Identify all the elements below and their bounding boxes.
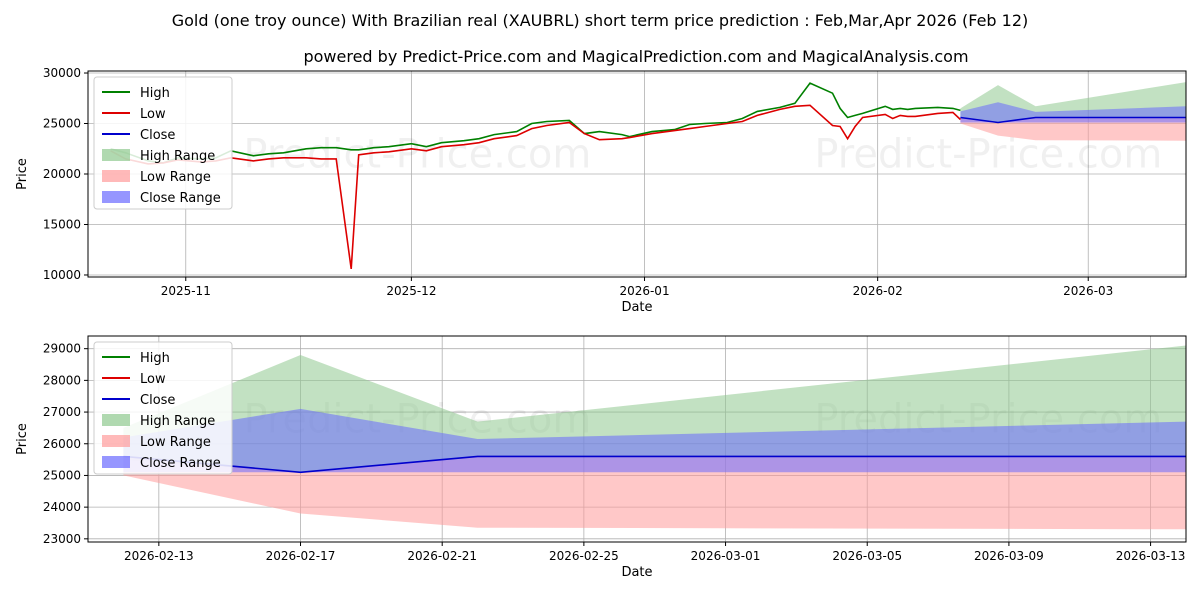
top-legend-label: Low: [140, 107, 166, 122]
top-panel: Predict-Price.com Predict-Price.com2025-1…: [15, 66, 1187, 315]
top-y-axis-label: Price: [15, 158, 30, 190]
top-y-tick-label: 30000: [43, 66, 81, 80]
bottom-legend-label: Low Range: [140, 435, 211, 450]
bottom-x-tick-label: 2026-03-05: [832, 549, 902, 563]
top-y-tick-label: 10000: [43, 268, 81, 282]
bottom-x-tick-label: 2026-02-21: [407, 549, 477, 563]
top-legend-label: Low Range: [140, 170, 211, 185]
top-x-tick-label: 2025-11: [161, 284, 211, 298]
top-legend-label: Close: [140, 128, 175, 143]
chart-subtitle: powered by Predict-Price.com and Magical…: [303, 47, 968, 66]
bottom-legend-swatch: [102, 414, 130, 426]
top-close-line: [960, 116, 1186, 124]
top-x-tick-label: 2025-12: [386, 284, 436, 298]
bottom-y-tick-label: 25000: [43, 468, 81, 482]
bottom-legend-label: Low: [140, 372, 166, 387]
top-x-tick-label: 2026-02: [853, 284, 903, 298]
top-x-tick-label: 2026-03: [1063, 284, 1113, 298]
chart-title: Gold (one troy ounce) With Brazilian rea…: [172, 11, 1029, 30]
bottom-legend: High Low Close High Range Low Range Close Ran…: [93, 341, 233, 475]
top-low-line: [110, 104, 961, 270]
top-low-range-band: [960, 117, 1186, 141]
top-y-tick-label: 15000: [43, 217, 81, 231]
bottom-y-tick-label: 26000: [43, 437, 81, 451]
top-y-tick-label: 20000: [43, 167, 81, 181]
top-x-axis-label: Date: [621, 300, 652, 315]
bottom-legend-swatch: [102, 435, 130, 447]
top-legend-swatch: [102, 149, 130, 161]
top-legend-swatch: [102, 170, 130, 182]
bottom-x-tick-label: 2026-03-13: [1116, 549, 1186, 563]
bottom-x-tick-label: 2026-02-17: [266, 549, 336, 563]
top-legend-label: High: [140, 86, 170, 101]
top-legend-label: High Range: [140, 149, 215, 164]
bottom-x-axis-label: Date: [621, 565, 652, 580]
top-legend: High Low Close High Range Low Range Close Ran…: [93, 76, 233, 210]
bottom-x-tick-label: 2026-02-13: [124, 549, 194, 563]
bottom-legend-label: Close: [140, 393, 175, 408]
bottom-legend-label: Close Range: [140, 456, 221, 471]
top-x-tick-label: 2026-01: [619, 284, 669, 298]
bottom-y-tick-label: 23000: [43, 532, 81, 546]
top-legend-label: Close Range: [140, 191, 221, 206]
top-legend-swatch: [102, 191, 130, 203]
bottom-x-tick-label: 2026-02-25: [549, 549, 619, 563]
bottom-legend-label: High Range: [140, 414, 215, 429]
bottom-y-tick-label: 29000: [43, 342, 81, 356]
bottom-y-axis-label: Price: [15, 423, 30, 455]
bottom-y-tick-label: 24000: [43, 500, 81, 514]
bottom-legend-label: High: [140, 351, 170, 366]
bottom-legend-swatch: [102, 456, 130, 468]
bottom-y-tick-label: 28000: [43, 373, 81, 387]
bottom-low-range-band: [123, 456, 1186, 530]
bottom-x-tick-label: 2026-03-09: [974, 549, 1044, 563]
top-y-tick-label: 25000: [43, 117, 81, 131]
bottom-x-tick-label: 2026-03-01: [691, 549, 761, 563]
bottom-y-tick-label: 27000: [43, 405, 81, 419]
top-watermark: Predict-Price.com: [243, 131, 591, 177]
bottom-plot-frame: [87, 335, 1187, 543]
top-high-line: [110, 82, 961, 164]
bottom-panel: Predict-Price.comPredict-Price.com2026-0…: [15, 335, 1187, 580]
